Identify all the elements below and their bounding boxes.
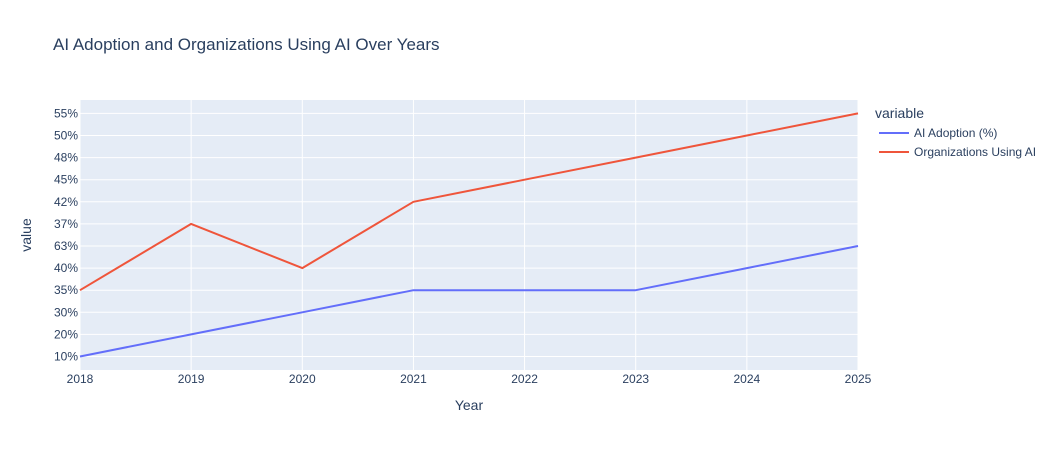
y-tick-label: 40%	[54, 261, 78, 275]
legend-title: variable	[875, 105, 924, 121]
y-axis-title: value	[18, 218, 34, 252]
y-tick-label: 42%	[54, 195, 78, 209]
legend: variable AI Adoption (%) Organizations Us…	[875, 105, 1036, 159]
y-axis-ticks: 10% 20% 30% 35% 40% 63% 37% 42% 45% 48% 50% 55%	[54, 106, 78, 363]
plot-area	[80, 100, 858, 370]
x-tick-label: 2018	[67, 372, 94, 386]
x-tick-label: 2023	[622, 372, 649, 386]
y-tick-label: 37%	[54, 217, 78, 231]
series-line-2	[79, 112, 859, 292]
y-tick-label: 63%	[54, 239, 78, 253]
x-tick-label: 2025	[845, 372, 872, 386]
y-tick-label: 48%	[54, 151, 78, 165]
x-axis-title: Year	[455, 397, 484, 413]
legend-label: Organizations Using AI	[914, 145, 1036, 159]
x-tick-label: 2020	[289, 372, 316, 386]
y-tick-label: 35%	[54, 283, 78, 297]
x-tick-label: 2021	[400, 372, 427, 386]
series-lines	[79, 112, 859, 358]
x-tick-label: 2022	[511, 372, 538, 386]
y-tick-label: 10%	[54, 350, 78, 364]
y-tick-label: 20%	[54, 327, 78, 341]
x-tick-label: 2024	[734, 372, 761, 386]
y-tick-label: 45%	[54, 173, 78, 187]
legend-label: AI Adoption (%)	[914, 126, 997, 140]
y-tick-label: 50%	[54, 129, 78, 143]
x-axis-ticks: 2018 2019 2020 2021 2022 2023 2024 2025	[67, 372, 872, 386]
grid-lines	[79, 100, 859, 370]
y-tick-label: 30%	[54, 305, 78, 319]
x-tick-label: 2019	[178, 372, 205, 386]
series-line-1	[79, 245, 859, 358]
chart-title: AI Adoption and Organizations Using AI O…	[53, 35, 440, 54]
y-tick-label: 55%	[54, 106, 78, 120]
